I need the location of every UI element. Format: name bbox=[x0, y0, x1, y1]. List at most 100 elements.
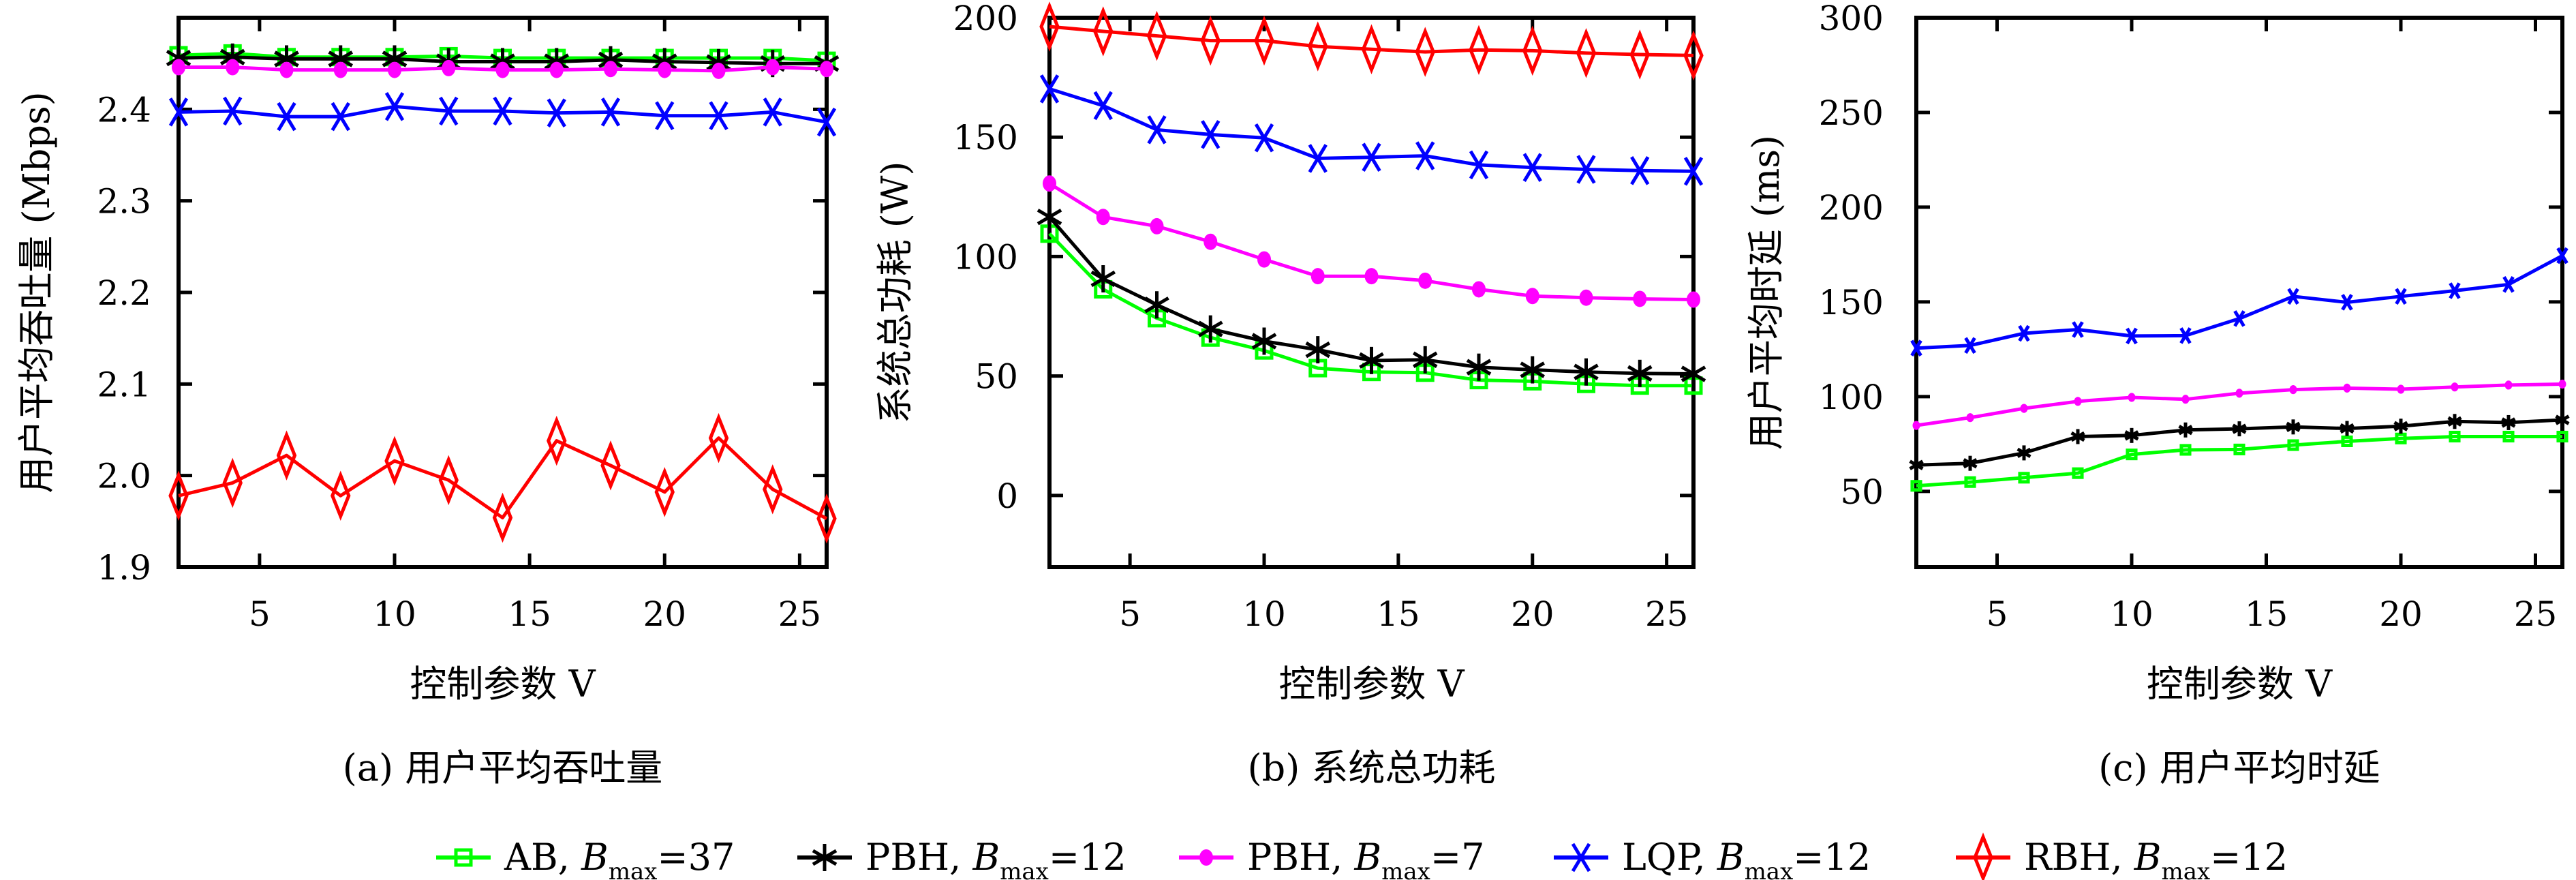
y-tick-label: 100 bbox=[953, 237, 1018, 277]
y-axis-label: 系统总功耗 (W) bbox=[874, 162, 917, 424]
data-point-pbh7 bbox=[333, 61, 348, 78]
data-point-lqp12 bbox=[2179, 327, 2192, 344]
series-markers-pbh12 bbox=[1037, 203, 1706, 388]
data-point-pbh12 bbox=[1574, 358, 1599, 386]
subfigure-caption: (c) 用户平均时延 bbox=[2098, 746, 2380, 789]
data-point-ab37 bbox=[2126, 449, 2138, 461]
y-axis-label: 用户平均时延 (ms) bbox=[1745, 135, 1788, 450]
data-point-pbh12 bbox=[2124, 427, 2139, 443]
series-markers-lqp12 bbox=[1039, 74, 1704, 186]
data-point-rbh12 bbox=[331, 470, 351, 521]
y-tick-label: 2.3 bbox=[97, 182, 151, 222]
data-point-rbh12 bbox=[600, 440, 621, 491]
x-tick-label: 20 bbox=[1511, 594, 1554, 634]
data-point-ab37 bbox=[2287, 439, 2299, 451]
data-point-rbh12 bbox=[1308, 21, 1328, 72]
data-point-pbh7 bbox=[442, 59, 456, 76]
data-point-ab37 bbox=[2341, 435, 2353, 448]
data-point-pbh12 bbox=[2501, 414, 2516, 430]
plot-area bbox=[1037, 1, 1706, 395]
data-point-pbh12 bbox=[2017, 445, 2031, 461]
y-tick-label: 50 bbox=[1840, 472, 1884, 512]
x-tick-label: 10 bbox=[2110, 594, 2153, 634]
data-point-lqp12 bbox=[2233, 310, 2245, 327]
y-tick-label: 150 bbox=[953, 118, 1018, 157]
data-point-lqp12 bbox=[1469, 150, 1489, 180]
data-point-pbh12 bbox=[2447, 414, 2462, 429]
legend-label: LQP, Bmax=12 bbox=[1622, 836, 1871, 880]
y-tick-label: 1.9 bbox=[97, 548, 151, 588]
legend-label: PBH, Bmax=7 bbox=[1247, 836, 1484, 880]
data-point-lqp12 bbox=[493, 96, 512, 126]
data-point-pbh7 bbox=[1633, 290, 1647, 307]
y-tick-label: 200 bbox=[953, 0, 1018, 38]
data-point-rbh12 bbox=[492, 492, 513, 543]
legend-label: RBH, Bmax=12 bbox=[2024, 836, 2288, 880]
data-point-pbh12 bbox=[1963, 455, 1978, 471]
panel-delay: 5 10 15 20 25 50 100 150 200 250 300 用户平均时延 (ms) 控制参… bbox=[1745, 0, 2570, 789]
data-point-pbh12 bbox=[1681, 360, 1706, 388]
legend-label: PBH, Bmax=12 bbox=[865, 836, 1126, 880]
data-point-pbh7 bbox=[1418, 272, 1432, 289]
data-point-lqp12 bbox=[2287, 288, 2299, 305]
data-point-lqp12 bbox=[2502, 276, 2515, 293]
data-point-rbh12 bbox=[654, 467, 675, 517]
data-point-pbh7 bbox=[1687, 291, 1700, 308]
y-tick-label: 2.4 bbox=[97, 90, 151, 130]
data-point-pbh7 bbox=[1310, 268, 1325, 285]
data-point-rbh12 bbox=[763, 464, 783, 515]
plot-frame bbox=[1047, 16, 1696, 569]
data-point-pbh7 bbox=[1472, 281, 1486, 298]
data-point-lqp12 bbox=[2018, 324, 2030, 342]
x-tick-label: 15 bbox=[508, 594, 551, 634]
data-point-pbh7 bbox=[1912, 421, 1920, 430]
data-point-ab37 bbox=[2072, 467, 2084, 479]
series-line-rbh12 bbox=[178, 436, 828, 520]
plot-area bbox=[166, 43, 840, 544]
data-point-pbh12 bbox=[2286, 419, 2301, 435]
data-point-pbh7 bbox=[1966, 413, 1974, 423]
y-tick-label: 250 bbox=[1819, 93, 1884, 133]
data-point-lqp12 bbox=[168, 97, 189, 127]
y-tick-label: 50 bbox=[975, 357, 1018, 397]
data-point-rbh12 bbox=[1039, 1, 1060, 52]
series-line-ab37 bbox=[1916, 435, 2562, 488]
legend-item-ab37: AB, Bmax=37 bbox=[436, 836, 735, 880]
series-markers-lqp12 bbox=[168, 92, 837, 137]
data-point-ab37 bbox=[2179, 444, 2192, 456]
legend-item-pbh12: PBH, Bmax=12 bbox=[797, 836, 1126, 880]
data-point-lqp12 bbox=[763, 97, 782, 127]
series-markers-pbh12 bbox=[1909, 412, 2570, 473]
legend-item-pbh7: PBH, Bmax=7 bbox=[1179, 836, 1484, 880]
data-point-rbh12 bbox=[1469, 25, 1489, 76]
legend-marker-icon bbox=[1571, 843, 1591, 873]
data-point-pbh7 bbox=[388, 61, 401, 78]
data-point-rbh12 bbox=[1415, 27, 1435, 77]
data-point-lqp12 bbox=[1254, 123, 1274, 153]
data-point-pbh7 bbox=[1096, 209, 1110, 226]
plot-area bbox=[1909, 247, 2570, 492]
data-point-rbh12 bbox=[1254, 15, 1274, 66]
y-tick-label: 2.0 bbox=[97, 457, 151, 496]
data-point-lqp12 bbox=[1147, 115, 1167, 145]
data-point-pbh7 bbox=[2397, 384, 2405, 394]
series-markers-lqp12 bbox=[1910, 247, 2569, 356]
data-point-lqp12 bbox=[1308, 144, 1328, 173]
legend-item-rbh12: RBH, Bmax=12 bbox=[1956, 832, 2288, 880]
data-point-rbh12 bbox=[547, 415, 567, 466]
data-point-lqp12 bbox=[2126, 327, 2138, 345]
y-tick-label: 100 bbox=[1819, 378, 1884, 417]
y-axis-label: 用户平均吞吐量 (Mbps) bbox=[15, 91, 58, 493]
data-point-pbh7 bbox=[658, 61, 672, 78]
legend-marker-icon bbox=[812, 844, 838, 871]
series-markers-rbh12 bbox=[1039, 1, 1704, 81]
data-point-lqp12 bbox=[1630, 155, 1650, 185]
data-point-lqp12 bbox=[1964, 337, 1976, 354]
series-markers-rbh12 bbox=[168, 412, 837, 544]
x-tick-label: 15 bbox=[2245, 594, 2288, 634]
data-point-lqp12 bbox=[1415, 141, 1435, 170]
data-point-pbh12 bbox=[2232, 421, 2247, 437]
data-point-ab37 bbox=[1910, 480, 1922, 492]
data-point-lqp12 bbox=[1201, 120, 1221, 149]
data-point-pbh7 bbox=[820, 61, 833, 78]
